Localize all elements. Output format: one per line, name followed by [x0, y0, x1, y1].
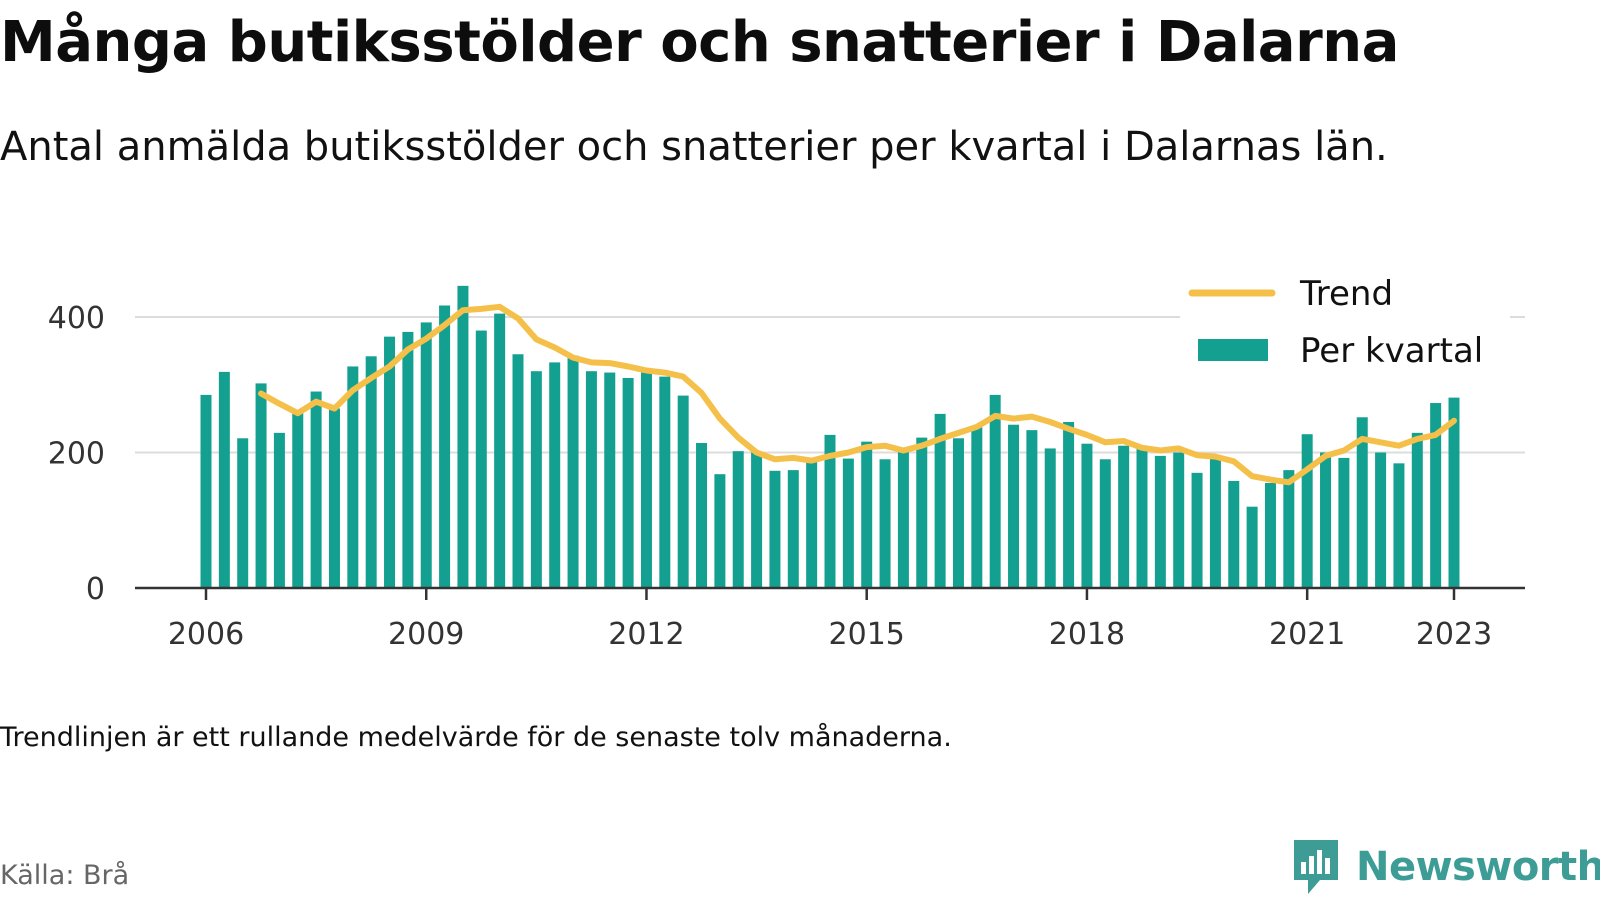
bar: [879, 459, 891, 588]
bar: [989, 394, 1001, 588]
bar: [677, 395, 689, 588]
x-tick-label: 2009: [388, 617, 464, 652]
bar: [1099, 459, 1111, 588]
bar: [971, 427, 983, 588]
source-label: Källa: Brå: [0, 860, 130, 891]
bars: [200, 285, 1460, 588]
bar: [1136, 449, 1148, 588]
bar: [1283, 470, 1295, 588]
bar: [1411, 432, 1423, 588]
chart-subtitle: Antal anmälda butiksstölder och snatteri…: [0, 124, 1388, 170]
bar: [1430, 403, 1442, 588]
bar: [1393, 463, 1405, 588]
bar: [622, 377, 634, 588]
bar: [1118, 445, 1130, 588]
footnote: Trendlinjen är ett rullande medelvärde f…: [0, 722, 952, 753]
bar: [439, 305, 451, 588]
bar: [1044, 448, 1056, 588]
bar: [200, 394, 212, 588]
legend-background: [1180, 262, 1510, 382]
bar: [347, 366, 359, 588]
x-tick-label: 2023: [1416, 617, 1492, 652]
x-tick-label: 2018: [1049, 617, 1125, 652]
x-axis-ticks: 2006 2009 2012 2015 2018 2021 2023: [168, 588, 1492, 652]
legend: Trend Per kvartal: [1180, 262, 1510, 382]
y-tick-label: 0: [86, 572, 105, 607]
bar: [218, 371, 230, 588]
chart-title: Många butiksstölder och snatterier i Dal…: [0, 10, 1399, 75]
bar: [769, 470, 781, 588]
bar: [1338, 457, 1350, 588]
bar: [842, 458, 854, 588]
bar: [402, 331, 414, 588]
bar: [365, 356, 377, 588]
bar: [1154, 455, 1166, 588]
bar: [1264, 482, 1276, 588]
legend-label: Trend: [1299, 274, 1393, 314]
x-tick-label: 2021: [1269, 617, 1345, 652]
bar: [604, 372, 616, 588]
y-tick-label: 400: [48, 301, 105, 336]
bar: [1375, 452, 1387, 588]
newsworthy-logo-icon: [1294, 840, 1338, 894]
bar: [1301, 434, 1313, 588]
bar: [384, 336, 396, 588]
bar: [1320, 452, 1332, 588]
bar: [255, 383, 267, 588]
bar: [1246, 506, 1258, 588]
bar: [530, 371, 542, 588]
bar: [640, 372, 652, 588]
bar: [787, 470, 799, 588]
bar: [1063, 422, 1075, 588]
bar: [659, 376, 671, 588]
brand-name: Newsworthy: [1356, 844, 1600, 890]
bar: [457, 285, 469, 588]
bar: [1448, 397, 1460, 588]
bar: [751, 452, 763, 588]
bar: [861, 441, 873, 588]
bar: [1191, 472, 1203, 588]
trend-line: [258, 303, 1457, 486]
bar: [292, 411, 304, 588]
bar: [1008, 424, 1020, 588]
bar: [806, 460, 818, 588]
bar: [1173, 452, 1185, 588]
bar: [934, 413, 946, 588]
x-tick-label: 2015: [829, 617, 905, 652]
bar: [732, 451, 744, 588]
bar: [696, 443, 708, 588]
bar: [494, 313, 506, 588]
bar: [1026, 430, 1038, 588]
y-tick-label: 200: [48, 437, 105, 472]
bar: [916, 437, 928, 588]
trend-line-group: [258, 303, 1457, 486]
legend-swatch-bar: [1198, 339, 1268, 361]
bar: [475, 330, 487, 588]
bar: [549, 362, 561, 588]
bar: [1356, 417, 1368, 588]
bar: [567, 355, 579, 588]
chart-area: 0 200 400 2006 2009 2012 2015 2018 2021 2023 Tre…: [47, 262, 1525, 652]
bar: [512, 354, 524, 588]
bar: [714, 474, 726, 588]
bar: [1081, 443, 1093, 588]
bar: [310, 391, 322, 588]
x-tick-label: 2006: [168, 617, 244, 652]
brand-logo[interactable]: Newsworthy: [1290, 838, 1600, 896]
bar: [585, 371, 597, 588]
bar: [420, 322, 432, 588]
bar: [237, 438, 249, 588]
bar: [273, 432, 285, 588]
y-axis-ticks: 0 200 400: [48, 301, 105, 607]
bar: [328, 408, 340, 588]
bar: [897, 449, 909, 588]
x-tick-label: 2012: [608, 617, 684, 652]
bar: [1228, 480, 1240, 588]
legend-label: Per kvartal: [1300, 331, 1483, 371]
bar: [1209, 456, 1221, 588]
bar: [824, 434, 836, 588]
bar: [952, 438, 964, 588]
